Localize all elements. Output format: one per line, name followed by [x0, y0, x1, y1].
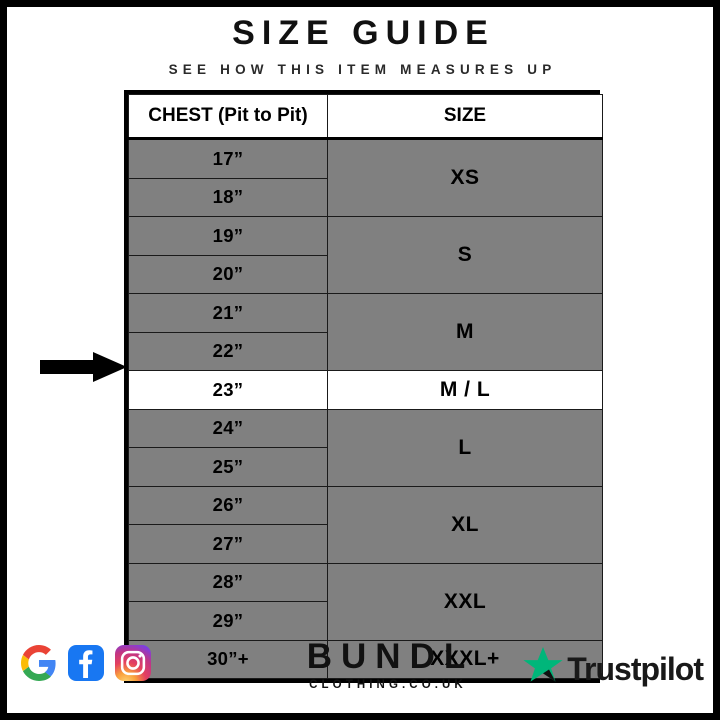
- table-row: 27”: [128, 524, 603, 564]
- chest-measurement-cell: 20”: [128, 254, 328, 294]
- trustpilot-star-icon: [523, 647, 563, 690]
- table-row: 30”+ XXXL+: [128, 639, 603, 679]
- page-title: SIZE GUIDE: [232, 14, 495, 52]
- table-header-row: CHEST (Pit to Pit) SIZE: [128, 94, 603, 140]
- table-row: 25”: [128, 447, 603, 487]
- trustpilot-wordmark: Trustpilot: [567, 650, 704, 687]
- table-row: 18”: [128, 177, 603, 217]
- social-icons-group: [21, 645, 151, 681]
- chest-measurement-cell: 18”: [128, 177, 328, 217]
- google-icon[interactable]: [21, 645, 57, 681]
- chest-measurement-cell: 24”: [128, 408, 328, 448]
- size-table-container: CHEST (Pit to Pit) SIZE 17” XS 18” 19” S 20” 2…: [124, 90, 603, 683]
- size-label-cell: S: [327, 216, 603, 294]
- size-label-cell: XS: [327, 138, 603, 217]
- table-row: 26” XL: [128, 485, 603, 564]
- brand-domain: CLOTHING.CO.UK: [309, 679, 467, 691]
- chest-measurement-cell: 27”: [128, 524, 328, 564]
- brand-name: BUNDL: [306, 637, 475, 676]
- chest-measurement-cell: 26”: [128, 485, 328, 525]
- table-row: 28” XXL: [128, 562, 603, 641]
- brand-logo: BUNDL CLOTHING.CO.UK: [286, 639, 486, 691]
- chest-measurement-cell: 30”+: [128, 639, 328, 679]
- footer: BUNDL CLOTHING.CO.UK Trustpilot: [7, 633, 713, 707]
- table-row: 29”: [128, 601, 603, 641]
- header: SIZE GUIDE SEE HOW THIS ITEM MEASURES UP: [7, 14, 713, 78]
- facebook-icon[interactable]: [68, 645, 104, 681]
- trustpilot-logo[interactable]: Trustpilot: [523, 647, 704, 690]
- table-row: 20”: [128, 254, 603, 294]
- size-label-cell: M / L: [327, 370, 603, 410]
- table-row: 23” M / L: [128, 370, 603, 410]
- page-subtitle: SEE HOW THIS ITEM MEASURES UP: [168, 62, 557, 78]
- column-header-chest: CHEST (Pit to Pit): [128, 94, 328, 140]
- size-label-cell: XXXL+: [327, 639, 603, 679]
- table-row: 21” M: [128, 293, 603, 371]
- table-row: 24” L: [128, 408, 603, 487]
- chest-measurement-cell: 19”: [128, 216, 328, 256]
- column-header-size: SIZE: [327, 94, 603, 140]
- table-row: 17” XS: [128, 138, 603, 217]
- chest-measurement-cell: 25”: [128, 447, 328, 487]
- size-table: CHEST (Pit to Pit) SIZE 17” XS 18” 19” S 20” 2…: [128, 94, 603, 679]
- size-label-cell: M: [327, 293, 603, 371]
- chest-measurement-cell: 21”: [128, 293, 328, 333]
- size-label-cell: XL: [327, 485, 603, 564]
- chest-measurement-cell: 28”: [128, 562, 328, 602]
- chest-measurement-cell: 23”: [128, 370, 328, 410]
- size-label-cell: L: [327, 408, 603, 487]
- right-arrow-icon: [40, 352, 127, 382]
- chest-measurement-cell: 17”: [128, 138, 328, 179]
- size-table-body: CHEST (Pit to Pit) SIZE 17” XS 18” 19” S 20” 2…: [128, 94, 603, 679]
- table-row: 19” S: [128, 216, 603, 294]
- instagram-icon[interactable]: [115, 645, 151, 681]
- chest-measurement-cell: 29”: [128, 601, 328, 641]
- size-label-cell: XXL: [327, 562, 603, 641]
- chest-measurement-cell: 22”: [128, 331, 328, 371]
